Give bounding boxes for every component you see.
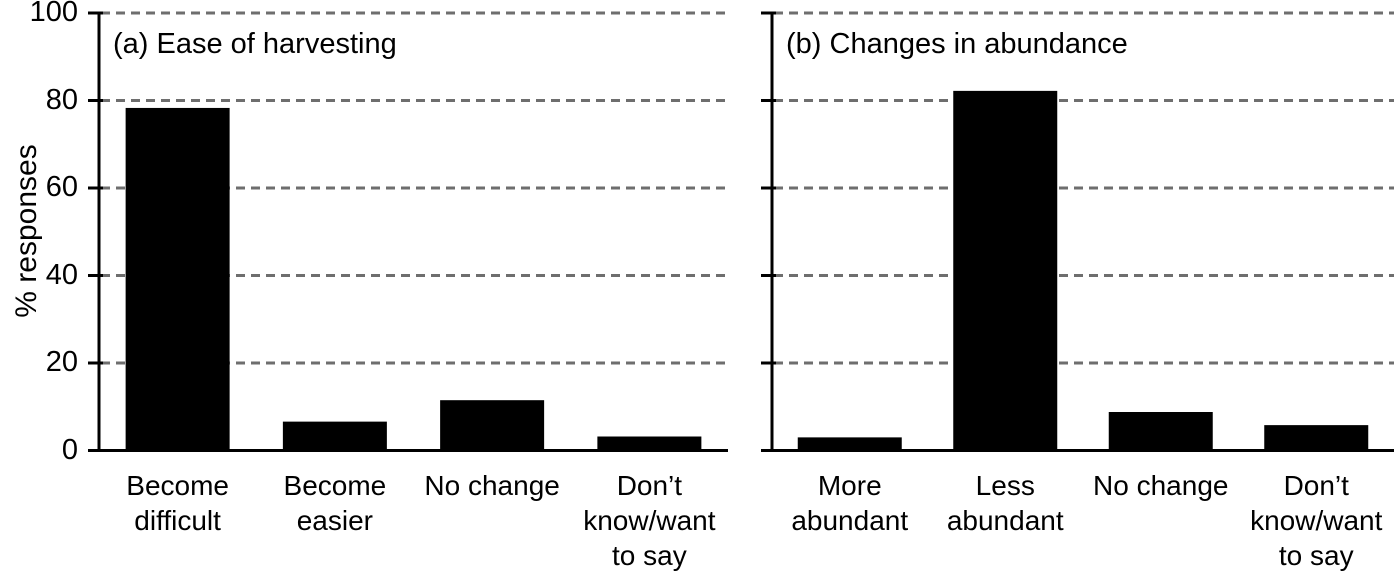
category-label: Don’t know/want to say bbox=[583, 470, 716, 571]
panel-a-title: (a) Ease of harvesting bbox=[113, 28, 397, 60]
bar-don’t-know/want-to-say bbox=[597, 436, 702, 451]
category-label: No change bbox=[1093, 470, 1229, 501]
bar-become-easier bbox=[282, 421, 387, 451]
bar-more-abundant bbox=[797, 437, 902, 451]
bar-become-difficult bbox=[125, 107, 230, 451]
bar-don’t-know/want-to-say bbox=[1264, 425, 1369, 451]
y-tick-label-40: 40 bbox=[45, 258, 78, 291]
panel-b-title: (b) Changes in abundance bbox=[786, 28, 1128, 60]
y-tick-label-0: 0 bbox=[61, 433, 78, 466]
category-label: More abundant bbox=[791, 470, 909, 536]
panel-a-plot bbox=[88, 11, 728, 452]
category-label: Don’t know/want to say bbox=[1250, 470, 1383, 571]
category-label: Less abundant bbox=[946, 470, 1064, 536]
y-tick-label-20: 20 bbox=[45, 345, 78, 378]
category-label: Become difficult bbox=[126, 470, 229, 536]
y-tick-label-100: 100 bbox=[29, 0, 78, 28]
y-tick-label-80: 80 bbox=[45, 83, 78, 116]
category-label: Become easier bbox=[283, 470, 387, 536]
panel-b-plot bbox=[761, 11, 1394, 452]
y-tick-label-60: 60 bbox=[45, 170, 78, 203]
bar-no-change bbox=[1108, 412, 1213, 451]
bar-no-change bbox=[440, 400, 545, 451]
bar-less-abundant bbox=[953, 90, 1058, 451]
category-label: No change bbox=[424, 470, 560, 501]
